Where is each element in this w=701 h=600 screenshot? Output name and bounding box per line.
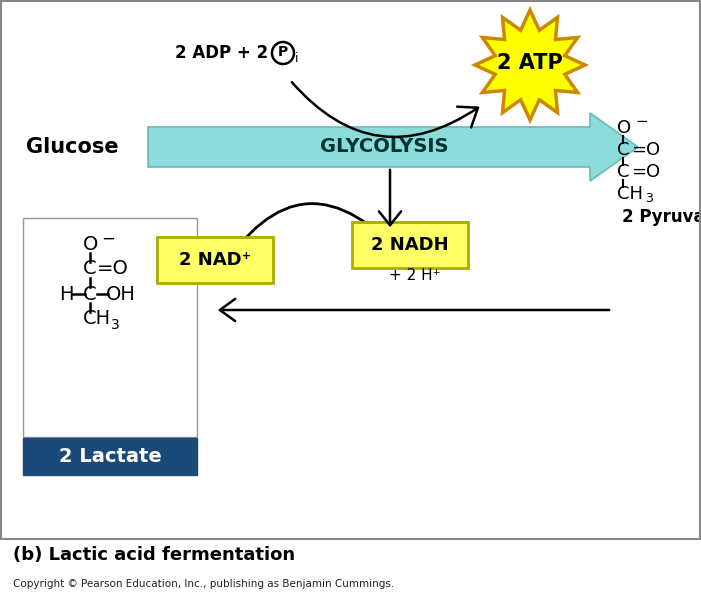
Text: C: C (83, 284, 97, 304)
Text: CH: CH (617, 185, 643, 203)
Text: =O: =O (631, 163, 660, 181)
Text: + 2 H⁺: + 2 H⁺ (389, 268, 441, 283)
Text: =O: =O (631, 141, 660, 159)
Text: H: H (59, 284, 74, 304)
FancyArrowPatch shape (379, 170, 401, 225)
Text: −: − (101, 230, 115, 248)
Text: i: i (295, 52, 299, 65)
Text: 2 Pyruvate: 2 Pyruvate (622, 208, 701, 226)
Polygon shape (475, 10, 585, 120)
FancyArrowPatch shape (292, 82, 478, 137)
FancyBboxPatch shape (23, 218, 197, 437)
Text: P: P (278, 45, 288, 59)
Text: C: C (617, 163, 629, 181)
Text: =O: =O (97, 259, 129, 278)
Text: 2 ATP: 2 ATP (497, 53, 563, 73)
Text: GLYCOLYSIS: GLYCOLYSIS (320, 137, 448, 157)
Text: O: O (617, 119, 631, 137)
Text: 2 NADH: 2 NADH (372, 236, 449, 254)
Text: −: − (635, 115, 648, 130)
Text: O: O (83, 235, 98, 254)
Text: 3: 3 (111, 318, 120, 332)
Text: 2 Lactate: 2 Lactate (59, 447, 161, 466)
Text: 2 ADP + 2: 2 ADP + 2 (175, 44, 274, 62)
Text: C: C (617, 141, 629, 159)
Text: (b) Lactic acid fermentation: (b) Lactic acid fermentation (13, 546, 294, 564)
Text: 3: 3 (645, 193, 653, 205)
Text: 2 NAD⁺: 2 NAD⁺ (179, 251, 251, 269)
Polygon shape (148, 113, 638, 181)
Text: Glucose: Glucose (26, 137, 118, 157)
Text: C: C (83, 259, 97, 278)
FancyArrowPatch shape (220, 299, 609, 321)
Text: OH: OH (106, 284, 136, 304)
Text: Copyright © Pearson Education, Inc., publishing as Benjamin Cummings.: Copyright © Pearson Education, Inc., pub… (13, 580, 394, 589)
FancyBboxPatch shape (157, 237, 273, 283)
Text: CH: CH (83, 310, 111, 329)
FancyArrowPatch shape (216, 203, 408, 275)
FancyBboxPatch shape (352, 222, 468, 268)
FancyBboxPatch shape (23, 438, 197, 475)
